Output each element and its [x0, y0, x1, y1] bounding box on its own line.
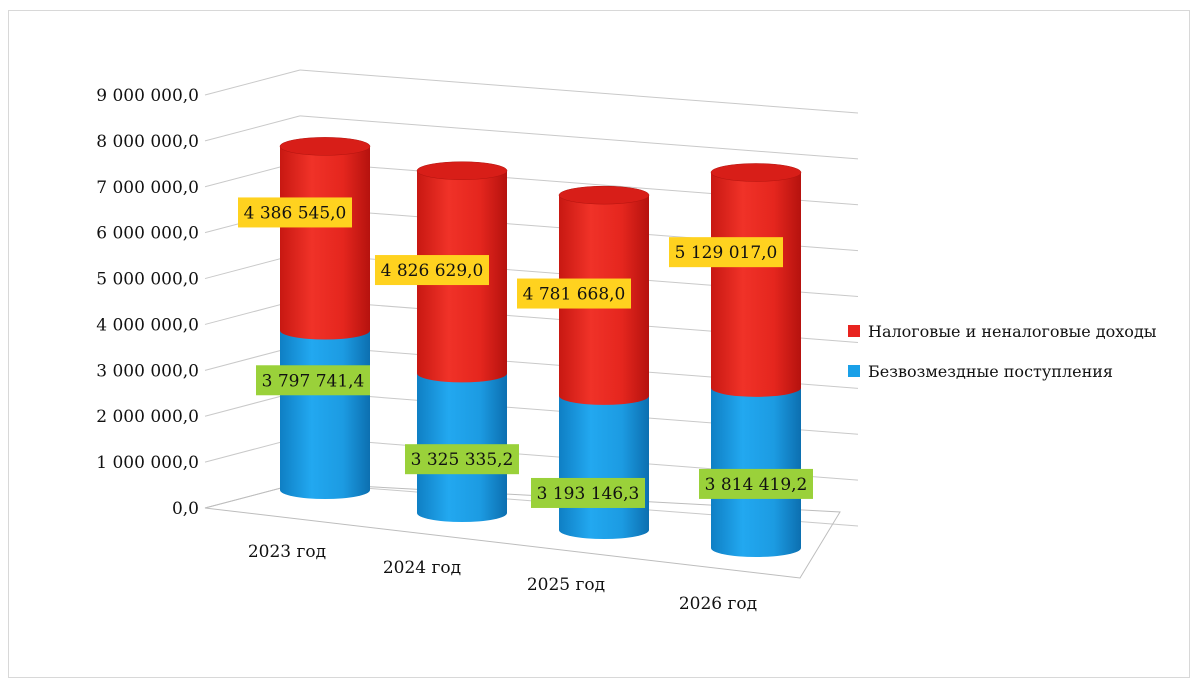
y-tick-label: 1 000 000,0: [96, 453, 199, 473]
gridline-side: [204, 115, 301, 142]
data-label-tax-revenue: 4 826 629,0: [381, 261, 484, 281]
legend-label-tax-revenue: Налоговые и неналоговые доходы: [868, 321, 1157, 341]
bar-grants: [280, 330, 370, 499]
data-labels: 4 386 545,0 3 797 741,4 4 826 629,0 3 325 3…: [238, 197, 813, 508]
x-category-label: 2023 год: [248, 542, 326, 562]
data-label-tax-revenue-box: [238, 197, 352, 228]
legend-item-grants: Безвозмездные поступления: [848, 358, 1157, 384]
x-axis-categories: 2023 год 2024 год 2025 год 2026 год: [248, 542, 757, 614]
x-category-label: 2024 год: [383, 558, 461, 578]
y-tick-label: 0,0: [172, 499, 199, 519]
data-label-tax-revenue: 5 129 017,0: [675, 243, 778, 263]
legend: Налоговые и неналоговые доходы Безвозмез…: [848, 318, 1157, 398]
data-label-tax-revenue-box: [375, 255, 489, 286]
y-tick-label: 7 000 000,0: [96, 178, 199, 198]
y-tick-label: 6 000 000,0: [96, 224, 199, 244]
legend-swatch-grants: [848, 365, 860, 377]
x-category-label: 2025 год: [527, 575, 605, 595]
data-label-grants: 3 814 419,2: [705, 475, 808, 495]
y-tick-label: 9 000 000,0: [96, 86, 199, 106]
data-label-tax-revenue: 4 781 668,0: [523, 285, 626, 305]
data-label-grants-box: [531, 477, 645, 508]
gridline-back: [299, 69, 859, 114]
data-label-tax-revenue-box: [669, 237, 783, 268]
bar-grants: [559, 395, 649, 539]
data-label-grants-box: [256, 365, 370, 396]
gridline-back: [299, 115, 859, 160]
bar-top-cap: [279, 137, 371, 156]
data-label-grants-box: [405, 444, 519, 475]
data-label-grants: 3 193 146,3: [537, 484, 640, 504]
data-label-grants: 3 325 335,2: [411, 450, 514, 470]
y-axis-ticks: 0,0 1 000 000,0 2 000 000,0 3 000 000,0 4 00…: [96, 86, 199, 519]
y-tick-label: 8 000 000,0: [96, 132, 199, 152]
data-label-grants-box: [699, 468, 813, 499]
data-label-grants: 3 797 741,4: [262, 371, 365, 391]
floor-plane: [204, 482, 841, 579]
bar-top-cap: [710, 163, 802, 182]
gridline-side: [204, 69, 301, 96]
bar-tax-revenue: [711, 172, 801, 397]
legend-label-grants: Безвозмездные поступления: [868, 361, 1114, 381]
data-label-tax-revenue: 4 386 545,0: [244, 203, 347, 223]
y-tick-label: 2 000 000,0: [96, 407, 199, 427]
data-label-tax-revenue-box: [517, 278, 631, 309]
legend-swatch-tax-revenue: [848, 325, 860, 337]
bar-tax-revenue: [280, 146, 370, 340]
y-tick-label: 4 000 000,0: [96, 315, 199, 335]
y-tick-label: 5 000 000,0: [96, 270, 199, 290]
legend-item-tax-revenue: Налоговые и неналоговые доходы: [848, 318, 1157, 344]
bar-top-cap: [416, 161, 508, 180]
bar-top-cap: [558, 185, 650, 205]
x-category-label: 2026 год: [679, 594, 757, 614]
y-tick-label: 3 000 000,0: [96, 361, 199, 381]
